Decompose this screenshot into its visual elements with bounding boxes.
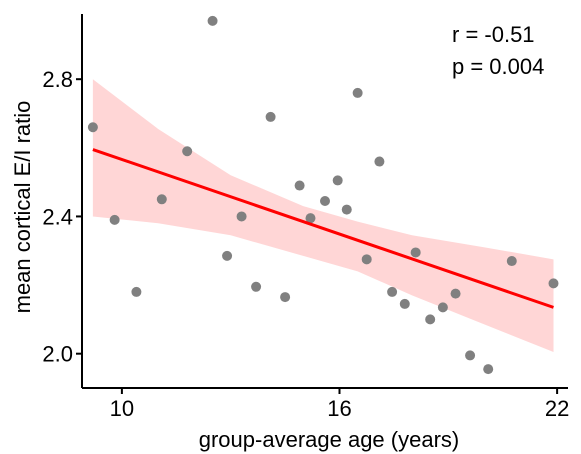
data-point	[109, 214, 120, 225]
y-tick-label: 2.4	[42, 204, 73, 229]
x-tick-label: 16	[327, 396, 351, 421]
data-point	[399, 298, 410, 309]
confidence-band	[92, 79, 554, 352]
data-point	[341, 204, 352, 215]
data-point	[207, 15, 218, 26]
data-point	[251, 281, 262, 292]
data-point	[465, 350, 476, 361]
data-point	[506, 256, 517, 267]
y-axis-label: mean cortical E/I ratio	[10, 101, 35, 314]
data-point	[374, 156, 385, 167]
p-value-annotation: p = 0.004	[452, 54, 544, 79]
data-points-layer	[87, 15, 559, 375]
data-point	[483, 364, 494, 375]
data-point	[156, 194, 167, 205]
data-point	[294, 180, 305, 191]
data-point	[387, 286, 398, 297]
regression-line-layer	[92, 148, 554, 309]
data-point	[87, 122, 98, 133]
data-point	[236, 211, 247, 222]
data-point	[265, 111, 276, 122]
data-point	[425, 314, 436, 325]
data-point	[320, 196, 330, 206]
regression-line	[92, 148, 554, 309]
axes-layer: 10 16 22 2.0 2.4 2.8	[42, 14, 569, 421]
x-axis-label: group-average age (years)	[199, 427, 459, 452]
data-point	[280, 292, 291, 303]
data-point	[182, 146, 193, 157]
y-tick-label: 2.0	[42, 342, 73, 367]
x-tick-label: 10	[110, 396, 134, 421]
data-point	[332, 175, 343, 186]
correlation-r-annotation: r = -0.51	[452, 22, 535, 47]
data-point	[437, 302, 448, 313]
data-point	[131, 286, 142, 297]
y-tick-label: 2.8	[42, 67, 73, 92]
x-tick-label: 22	[545, 396, 569, 421]
data-point	[548, 278, 559, 289]
data-point	[222, 250, 233, 261]
data-point	[450, 288, 461, 299]
confidence-band-layer	[92, 79, 554, 352]
data-point	[410, 247, 421, 258]
data-point	[361, 254, 372, 265]
data-point	[305, 213, 316, 224]
data-point	[352, 87, 363, 98]
